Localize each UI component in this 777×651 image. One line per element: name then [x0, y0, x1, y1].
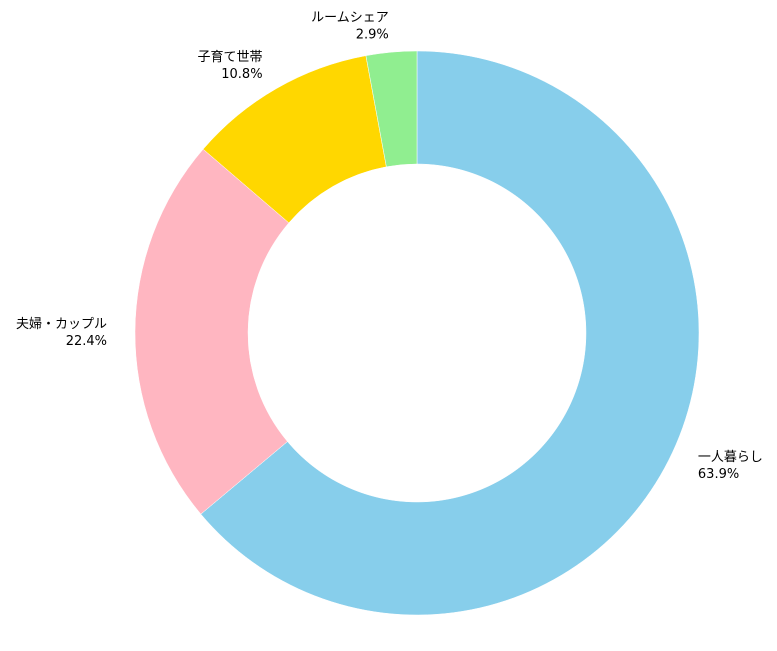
donut-slice — [134, 148, 290, 515]
slice-category-label: 夫婦・カップル — [16, 316, 107, 332]
slice-category-label: 子育て世帯 — [198, 49, 263, 65]
donut-slice — [200, 50, 700, 616]
slice-label: 子育て世帯 10.8% — [198, 49, 263, 82]
donut-slice — [365, 50, 418, 168]
slice-label: 夫婦・カップル 22.4% — [16, 316, 107, 349]
slice-percent-label: 2.9% — [356, 27, 389, 42]
slice-label: ルームシェア 2.9% — [311, 10, 389, 42]
slice-label: 一人暮らし 63.9% — [698, 450, 763, 482]
slice-percent-label: 22.4% — [66, 334, 107, 349]
slice-percent-label: 10.8% — [221, 67, 262, 82]
slice-category-label: ルームシェア — [311, 10, 389, 25]
slice-percent-label: 63.9% — [698, 467, 739, 482]
slice-category-label: 一人暮らし — [698, 450, 763, 465]
